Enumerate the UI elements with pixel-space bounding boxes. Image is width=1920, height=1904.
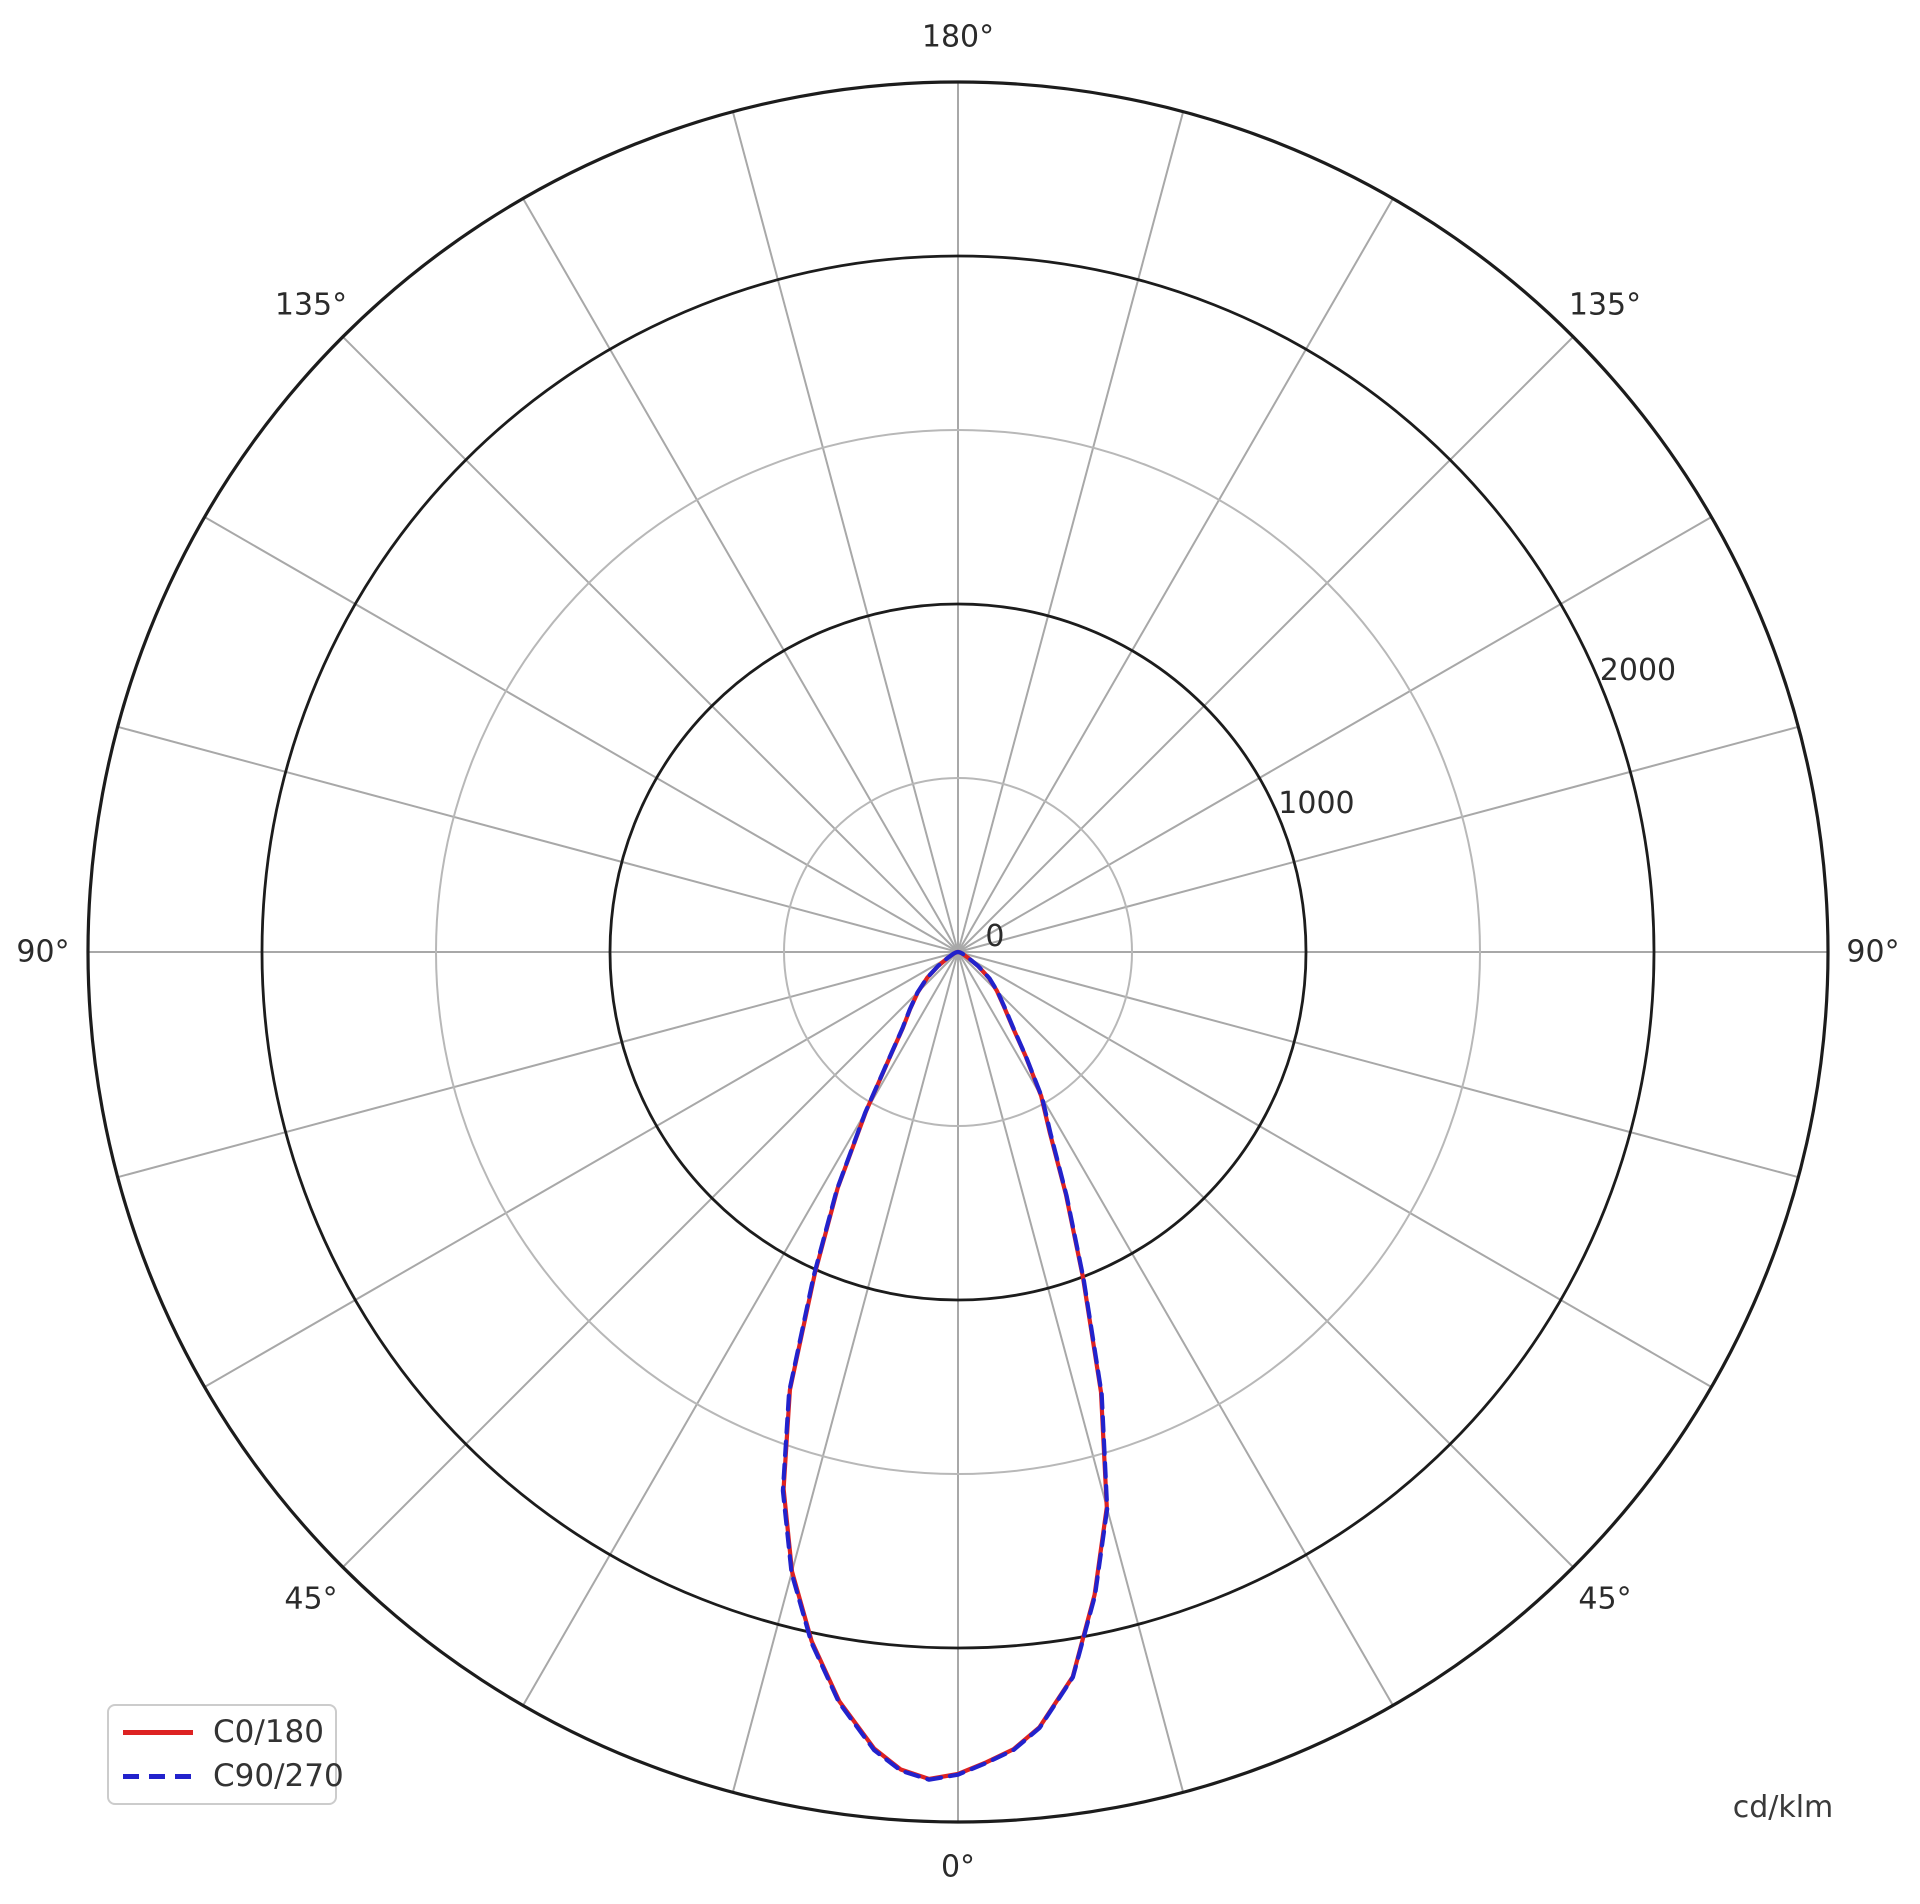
angle-tick-label: 135° — [1569, 287, 1641, 322]
angle-tick-label: 45° — [284, 1582, 337, 1617]
units-label: cd/klm — [1732, 1790, 1834, 1825]
angle-tick-label: 135° — [275, 287, 347, 322]
grid-spoke — [957, 951, 1185, 1793]
grid-spoke — [342, 951, 959, 1568]
grid-spoke — [117, 725, 959, 953]
grid-spoke — [522, 951, 959, 1706]
series-curve-c0-180 — [781, 949, 1109, 1782]
angle-tick-label: 45° — [1578, 1582, 1631, 1617]
grid-ring — [435, 429, 1481, 1475]
legend-item-c0-180: C0/180 — [123, 1717, 335, 1748]
grid-spoke — [957, 725, 1799, 953]
r-tick-label: 0 — [985, 919, 1004, 954]
r-tick-label: 2000 — [1600, 653, 1676, 688]
angle-tick-label: 90° — [16, 935, 69, 970]
grid-spoke — [957, 951, 1394, 1706]
grid-ring — [86, 80, 1830, 1824]
grid-ring — [260, 254, 1656, 1650]
legend-line-dashed-blue — [123, 1774, 193, 1779]
grid-ring — [783, 777, 1133, 1127]
grid-spoke — [957, 951, 1712, 1388]
grid-spoke — [522, 198, 959, 953]
legend-item-c90-270: C90/270 — [123, 1761, 344, 1792]
grid-spoke — [957, 951, 1574, 1568]
legend-line-solid-red — [123, 1730, 193, 1735]
grid-spoke — [117, 951, 959, 1179]
grid-spoke — [957, 336, 1574, 953]
grid-spoke — [957, 951, 1799, 1179]
angle-tick-label: 90° — [1846, 935, 1899, 970]
grid-spoke — [204, 951, 959, 1388]
grid-ring — [608, 602, 1308, 1302]
grid-spoke — [957, 198, 1394, 953]
grid-spoke — [957, 111, 1185, 953]
r-tick-label: 1000 — [1278, 786, 1354, 821]
legend-item-label: C90/270 — [213, 1758, 344, 1794]
legend: C0/180 C90/270 — [107, 1704, 344, 1805]
angle-tick-label: 0° — [941, 1850, 975, 1885]
grid-spoke — [957, 516, 1712, 953]
series-curve-c90-270 — [780, 949, 1110, 1782]
grid-spoke — [731, 111, 959, 953]
grid-spoke — [731, 951, 959, 1793]
grid-spoke — [342, 336, 959, 953]
grid-spoke — [204, 516, 959, 953]
angle-tick-label: 180° — [922, 20, 994, 55]
legend-item-label: C0/180 — [213, 1714, 324, 1750]
